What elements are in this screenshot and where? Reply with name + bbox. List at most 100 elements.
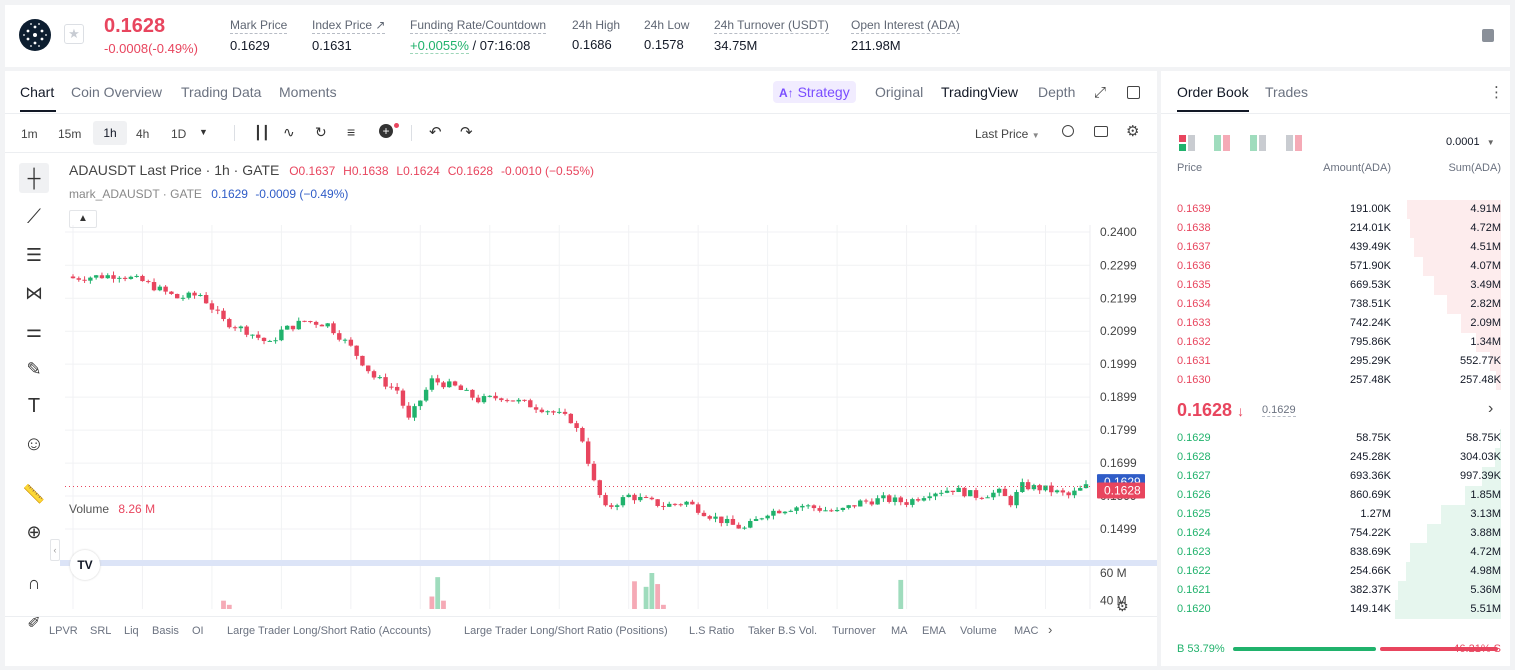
price-type-select[interactable]: Last Price ▼	[975, 127, 1040, 141]
bid-row[interactable]: 0.1625 1.27M 3.13M	[1161, 505, 1510, 524]
ask-row[interactable]: 0.1639 191.00K 4.91M	[1161, 200, 1510, 219]
volume-axis-label: 60 M	[1100, 566, 1127, 580]
view-original[interactable]: Original	[875, 84, 924, 100]
indicator-taker-vol[interactable]: Taker B.S Vol.	[748, 625, 818, 637]
bid-row[interactable]: 0.1626 860.69K 1.85M	[1161, 486, 1510, 505]
interval-1d[interactable]: 1D	[171, 127, 187, 141]
camera-icon[interactable]	[1094, 126, 1108, 137]
time-settings-icon[interactable]: ⚙	[1116, 598, 1129, 614]
view-tradingview[interactable]: TradingView	[941, 84, 1019, 100]
ask-row[interactable]: 0.1632 795.86K 1.34M	[1161, 333, 1510, 352]
indicator-basis[interactable]: Basis	[152, 625, 179, 637]
mid-price[interactable]: 0.1628 ↓	[1177, 400, 1245, 420]
bid-row[interactable]: 0.1624 754.22K 3.88M	[1161, 524, 1510, 543]
pencil-lock-tool-icon[interactable]: ✐	[27, 615, 41, 632]
interval-4h[interactable]: 4h	[136, 127, 150, 141]
price-chart[interactable]: 0.2400 0.2299 0.2199 0.2099 0.1999 0.1899 0.17…	[60, 153, 1157, 609]
bid-row[interactable]: 0.1628 245.28K 304.03K	[1161, 448, 1510, 467]
stat-index-price[interactable]: Index Price ↗ 0.1631	[312, 17, 386, 53]
indicator-srl[interactable]: SRL	[90, 625, 112, 637]
emoji-tool-icon[interactable]: ☺	[23, 432, 45, 455]
ask-row[interactable]: 0.1630 257.48K 257.48K	[1161, 371, 1510, 390]
collapse-legend-button[interactable]: ▲	[69, 210, 97, 228]
stat-value: 34.75M	[714, 38, 758, 53]
indicators-icon[interactable]: ∿	[283, 124, 295, 140]
redo-icon[interactable]: ↷	[460, 124, 473, 141]
indicator-ema[interactable]: EMA	[922, 625, 946, 637]
strategy-button[interactable]: A↑ Strategy	[773, 81, 856, 103]
candle-body	[117, 277, 122, 279]
tab-trades[interactable]: Trades	[1265, 84, 1309, 100]
indicator-oi[interactable]: OI	[192, 625, 204, 637]
fibonacci-tool-icon[interactable]: ⚌	[25, 320, 43, 341]
templates-icon[interactable]: ≡	[347, 124, 356, 140]
undo-icon[interactable]: ↶	[429, 124, 442, 141]
indicator-volume[interactable]: Volume	[960, 625, 997, 637]
text-tool-icon[interactable]: T	[27, 394, 41, 417]
candle-body	[759, 518, 765, 520]
interval-dropdown-icon[interactable]: ▼	[199, 127, 208, 137]
tab-order-book[interactable]: Order Book	[1177, 84, 1249, 100]
bid-row[interactable]: 0.1627 693.36K 997.39K	[1161, 467, 1510, 486]
bid-row[interactable]: 0.1620 149.14K 5.51M	[1161, 600, 1510, 619]
search-icon[interactable]	[1062, 125, 1074, 137]
indicator-ls-positions[interactable]: Large Trader Long/Short Ratio (Positions…	[464, 625, 668, 637]
interval-1h[interactable]: 1h	[93, 121, 127, 145]
brush-tool-icon[interactable]: ✎	[26, 358, 42, 379]
expand-icon[interactable]: ⤢	[1094, 84, 1107, 101]
bid-row[interactable]: 0.1623 838.69K 4.72M	[1161, 543, 1510, 562]
bid-row[interactable]: 0.1622 254.66K 4.98M	[1161, 562, 1510, 581]
ruler-tool-icon[interactable]: 📏	[22, 483, 46, 504]
row-sum: 4.72M	[1470, 222, 1501, 234]
tab-coin-overview[interactable]: Coin Overview	[71, 84, 163, 100]
ask-row[interactable]: 0.1635 669.53K 3.49M	[1161, 276, 1510, 295]
chevron-right-icon[interactable]: ›	[1488, 400, 1494, 417]
pattern-tool-icon[interactable]: ⋈	[25, 282, 43, 303]
tab-moments[interactable]: Moments	[279, 84, 337, 100]
ask-row[interactable]: 0.1636 571.90K 4.07M	[1161, 257, 1510, 276]
layout-split-icon[interactable]	[1214, 135, 1230, 151]
candle-body	[557, 411, 562, 413]
tab-trading-data[interactable]: Trading Data	[181, 84, 262, 100]
indicator-ma[interactable]: MA	[891, 625, 908, 637]
add-alert-icon[interactable]: +	[379, 124, 393, 138]
precision-select[interactable]: 0.0001 ▼	[1446, 136, 1495, 148]
indicator-ls-ratio[interactable]: L.S Ratio	[689, 625, 735, 637]
candle-body	[313, 321, 319, 325]
bid-row[interactable]: 0.1621 382.37K 5.36M	[1161, 581, 1510, 600]
collapse-toolbar-icon[interactable]: ‹	[50, 539, 60, 561]
interval-1m[interactable]: 1m	[21, 127, 38, 141]
indicator-macd[interactable]: MACD	[1014, 625, 1038, 637]
settings-gear-icon[interactable]: ⚙	[1126, 123, 1140, 140]
magnet-tool-icon[interactable]: ∩	[27, 572, 41, 593]
ask-row[interactable]: 0.1631 295.29K 552.77K	[1161, 352, 1510, 371]
indicator-ls-accounts[interactable]: Large Trader Long/Short Ratio (Accounts)	[227, 625, 432, 637]
ask-row[interactable]: 0.1637 439.49K 4.51M	[1161, 238, 1510, 257]
indicator-turnover[interactable]: Turnover	[832, 625, 876, 637]
layout-both-icon[interactable]	[1179, 135, 1195, 151]
ask-row[interactable]: 0.1638 214.01K 4.72M	[1161, 219, 1510, 238]
crosshair-tool-icon[interactable]: ┼	[19, 163, 49, 193]
window-icon[interactable]	[1127, 86, 1140, 99]
bid-row[interactable]: 0.1629 58.75K 58.75K	[1161, 429, 1510, 448]
indicator-liq[interactable]: Liq	[124, 625, 139, 637]
ask-row[interactable]: 0.1633 742.24K 2.09M	[1161, 314, 1510, 333]
candle-body	[898, 497, 903, 503]
tab-chart[interactable]: Chart	[20, 84, 55, 100]
candle-type-icon[interactable]: ┃┃	[254, 125, 270, 140]
candle-body	[811, 505, 817, 509]
indicator-lpvr[interactable]: LPVR	[49, 625, 78, 637]
favorite-star-icon[interactable]: ★	[64, 24, 84, 44]
zoom-in-tool-icon[interactable]: ⊕	[26, 521, 42, 542]
layout-bids-icon[interactable]	[1250, 135, 1266, 151]
trend-line-tool-icon[interactable]: ⟋	[27, 205, 41, 228]
compare-icon[interactable]: ↻	[315, 124, 327, 140]
parallel-lines-tool-icon[interactable]: ☰	[25, 244, 43, 265]
ask-row[interactable]: 0.1634 738.51K 2.82M	[1161, 295, 1510, 314]
view-depth[interactable]: Depth	[1038, 84, 1076, 100]
layout-asks-icon[interactable]	[1286, 135, 1302, 151]
more-options-icon[interactable]: ⋮	[1489, 84, 1504, 101]
book-icon[interactable]	[1482, 29, 1494, 42]
interval-15m[interactable]: 15m	[58, 127, 82, 141]
scroll-right-icon[interactable]: ›	[1048, 622, 1053, 637]
